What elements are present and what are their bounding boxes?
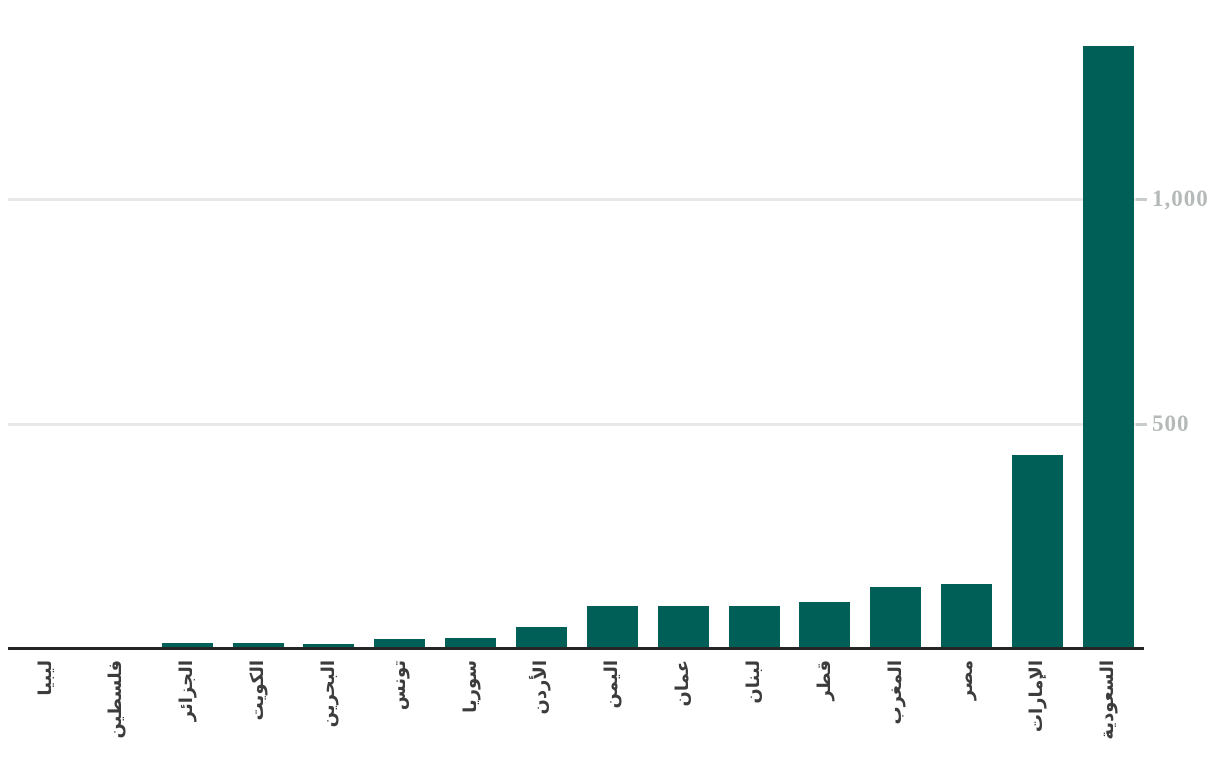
bar <box>941 584 992 650</box>
bar <box>799 602 850 650</box>
bar <box>870 587 921 650</box>
x-axis-label: المغرب <box>885 660 906 725</box>
x-axis-label: الكويت <box>247 660 268 721</box>
bar <box>516 627 567 650</box>
x-axis-label: الإمارات <box>1026 660 1047 733</box>
gridline <box>8 423 1144 426</box>
y-axis-tick <box>1136 423 1147 426</box>
x-axis-label: تونس <box>389 660 410 711</box>
x-axis-label: لبنان <box>743 660 764 704</box>
y-axis-label: 1,000 <box>1152 186 1209 211</box>
bar <box>233 643 284 650</box>
x-axis-label: الأردن <box>530 660 551 715</box>
bar <box>587 606 638 650</box>
x-axis-label: اليمن <box>601 660 622 709</box>
x-axis-label: البحرين <box>318 660 339 728</box>
bar <box>729 606 780 650</box>
y-axis-tick <box>1136 198 1147 201</box>
bar <box>162 643 213 650</box>
bar <box>1012 455 1063 650</box>
bar <box>374 639 425 650</box>
x-axis-label: ليبيا <box>35 660 56 696</box>
x-axis-label: السعودية <box>1097 660 1118 740</box>
x-axis-label: الجزائر <box>176 660 197 722</box>
x-axis-label: مصر <box>956 660 977 701</box>
x-axis-label: عمان <box>672 660 693 707</box>
y-axis-label: 500 <box>1152 411 1190 436</box>
x-axis-label: فلسطين <box>105 660 126 739</box>
gridline <box>8 198 1144 201</box>
bar <box>1083 46 1134 650</box>
x-axis-label: قطر <box>814 660 835 701</box>
bar <box>658 606 709 650</box>
x-axis-line <box>8 647 1144 650</box>
x-axis-label: سوريا <box>460 660 481 713</box>
